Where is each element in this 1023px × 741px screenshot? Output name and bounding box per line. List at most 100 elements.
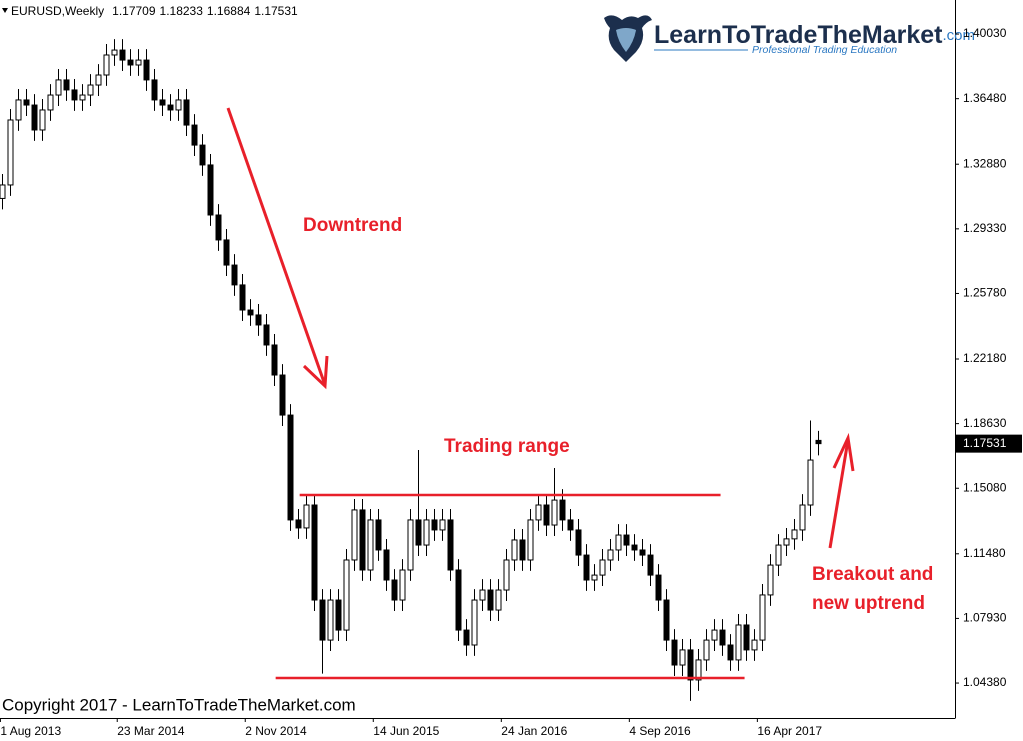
logo: LearnToTradeTheMarket.com Professional T…	[604, 15, 975, 62]
candle-body	[471, 599, 478, 646]
x-tick-label: 16 Apr 2017	[757, 724, 822, 738]
candle-body	[279, 374, 286, 416]
candle-body	[167, 104, 174, 111]
logo-name-text: LearnToTradeTheMarket	[654, 21, 943, 49]
candle-body	[79, 94, 86, 101]
candle-body	[487, 589, 494, 611]
candle-body	[719, 629, 726, 646]
candle-body	[695, 659, 702, 681]
candle-body	[647, 554, 654, 576]
candle-body	[287, 414, 294, 521]
candle-body	[191, 124, 198, 146]
copyright: Copyright 2017 - LearnToTradeTheMarket.c…	[2, 695, 356, 714]
x-tick-label: 14 Jun 2015	[373, 724, 439, 738]
candle-body	[535, 504, 542, 521]
candle-body	[375, 519, 382, 551]
candle-body	[359, 509, 366, 571]
candle-body	[151, 79, 158, 101]
uptrend-arrowhead	[832, 432, 855, 472]
candle-body	[623, 534, 630, 546]
candle-body	[479, 589, 486, 601]
downtrend-arrow	[226, 107, 327, 386]
candle-body	[407, 519, 414, 571]
candle-body	[447, 519, 454, 571]
candle-body	[175, 99, 182, 111]
candle-body	[687, 649, 694, 681]
candle-body	[183, 99, 190, 126]
candle-body	[15, 99, 22, 121]
candle-body	[503, 559, 510, 591]
candle-body	[655, 574, 662, 601]
candle-body	[543, 504, 550, 526]
candle-body	[807, 459, 814, 506]
x-tick-label: 23 Mar 2014	[117, 724, 185, 738]
candle-body	[743, 624, 750, 651]
candle-body	[239, 284, 246, 311]
candle-body	[319, 599, 326, 641]
candle-body	[551, 499, 558, 526]
candle-body	[367, 519, 374, 571]
candle-body	[0, 184, 6, 199]
candle-body	[351, 509, 358, 561]
candle-body	[127, 59, 134, 66]
ohlc-high: 1.18233	[160, 4, 204, 18]
annotation: Downtrend	[303, 215, 402, 236]
x-tick-label: 1 Aug 2013	[0, 724, 61, 738]
candle-body	[343, 559, 350, 631]
candle-body	[415, 519, 422, 546]
candle-body	[671, 639, 678, 666]
y-tick-label: 1.29330	[963, 221, 1007, 235]
annotation: Breakout and	[812, 564, 933, 585]
candle-body	[583, 554, 590, 581]
candle-body	[463, 629, 470, 646]
candle-body	[759, 594, 766, 641]
downtrend-arrowhead	[302, 355, 329, 390]
candle-body	[87, 84, 94, 96]
candle-body	[767, 564, 774, 596]
candle-body	[727, 644, 734, 661]
candle-body	[199, 144, 206, 166]
axes: 1.40030 1.36480 1.32880 1.29330 1.25780 1.221…	[0, 26, 1022, 738]
y-tick-label: 1.32880	[963, 156, 1007, 170]
candle-body	[247, 309, 254, 316]
ohlc-close: 1.17531	[254, 4, 298, 18]
candle-body	[111, 49, 118, 56]
y-tick-label: 1.15080	[963, 480, 1007, 494]
annotation: new uptrend	[812, 593, 925, 614]
price-marker-label: 1.17531	[963, 436, 1007, 450]
ohlc-open: 1.17709	[112, 4, 156, 18]
candle-body	[791, 529, 798, 540]
candle-body	[143, 59, 150, 81]
candle-body	[231, 264, 238, 286]
candle-body	[135, 59, 142, 66]
x-tick-label: 4 Sep 2016	[629, 724, 691, 738]
candle-body	[815, 439, 822, 445]
logo-icon-face	[616, 28, 636, 52]
candle-body	[607, 549, 614, 561]
candle-body	[775, 544, 782, 566]
candle-body	[119, 49, 126, 61]
uptrend-arrow	[828, 439, 850, 549]
candle-body	[495, 589, 502, 611]
candle-body	[39, 109, 46, 131]
candle-body	[383, 549, 390, 581]
candle-body	[7, 119, 14, 186]
candle-body	[431, 519, 438, 531]
candle-body	[391, 579, 398, 601]
candle-body	[639, 549, 646, 556]
annotation: Trading range	[444, 436, 570, 457]
logo-tagline: Professional Trading Education	[752, 44, 897, 56]
y-tick-label: 1.11480	[963, 546, 1006, 560]
y-tick-label: 1.22180	[963, 351, 1007, 365]
candle-body	[799, 504, 806, 531]
candle-body	[47, 94, 54, 111]
candle-body	[23, 99, 30, 106]
logo-name: LearnToTradeTheMarket.com	[654, 21, 975, 49]
plot-area	[0, 39, 822, 701]
chart-header: EURUSD,Weekly 1.17709 1.18233 1.16884 1.1753…	[11, 4, 298, 18]
candle-body	[511, 539, 518, 561]
candle-body	[311, 504, 318, 601]
candle-body	[335, 599, 342, 631]
candle-body	[599, 559, 606, 576]
